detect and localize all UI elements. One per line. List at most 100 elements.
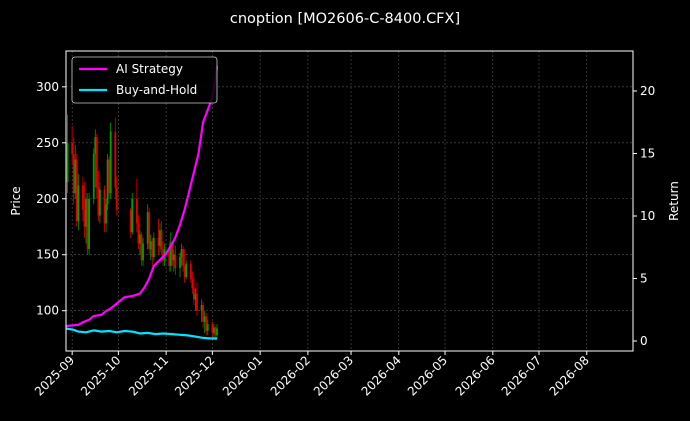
candle-body [211, 324, 214, 334]
candle [216, 324, 218, 338]
candle [72, 137, 75, 205]
price-tick-label: 200 [36, 192, 59, 206]
candle [85, 193, 87, 244]
candle-body [71, 142, 74, 154]
candle-body [148, 212, 151, 250]
date-tick-label: 2026-06 [453, 353, 498, 398]
candle [185, 260, 188, 280]
candle-body [160, 230, 163, 250]
return-series [65, 65, 219, 340]
grid-lines [66, 51, 633, 351]
date-tick-label: 2026-07 [499, 353, 544, 398]
price-tick-label: 150 [36, 248, 59, 262]
candle [86, 193, 89, 255]
candle-body [105, 204, 107, 224]
return-tick-label: 5 [640, 272, 648, 286]
candle-body [131, 198, 134, 233]
candle-body [191, 279, 194, 289]
candle [189, 260, 192, 283]
candle [152, 232, 155, 261]
candle [109, 122, 112, 199]
legend-label: AI Strategy [116, 62, 183, 76]
price-tick-label: 300 [36, 80, 59, 94]
candle-body [97, 187, 100, 216]
candle [157, 218, 160, 255]
legend-box [71, 56, 218, 104]
candle-body [140, 234, 143, 261]
candle-body [174, 254, 177, 269]
candle [77, 174, 80, 231]
candle [66, 114, 69, 194]
candle-body [95, 137, 98, 188]
return-axis-title: Return [667, 181, 681, 221]
candle-body [157, 237, 160, 246]
date-tick-label: 2025-09 [32, 353, 77, 398]
return-axis: 0 5 10 15 20 [633, 84, 655, 348]
candle-body [216, 328, 218, 336]
candle-body [203, 316, 206, 322]
date-tick-label: 2026-03 [311, 353, 356, 398]
candle [159, 223, 161, 253]
candle-body [162, 249, 164, 261]
candle-body [171, 243, 174, 261]
series-line-ai-strategy [65, 65, 219, 328]
candle-body [86, 198, 89, 250]
candle-body [152, 237, 155, 257]
candle [115, 176, 118, 216]
candle [206, 319, 209, 336]
candle-body [180, 249, 183, 257]
return-tick-label: 0 [640, 334, 648, 348]
return-tick-label: 10 [640, 209, 655, 223]
candle-body [85, 198, 87, 227]
legend-label: Buy-and-Hold [116, 83, 197, 97]
candle [146, 204, 149, 250]
candle-body [66, 142, 69, 182]
candle [192, 277, 195, 306]
price-tick-label: 250 [36, 136, 59, 150]
candle-body [106, 159, 109, 205]
candle [214, 326, 217, 339]
candle [92, 148, 95, 205]
candle [205, 312, 208, 336]
candle-body [129, 209, 132, 233]
candle [202, 301, 205, 328]
candle [82, 176, 84, 222]
candle [137, 215, 140, 250]
candle [179, 252, 181, 278]
candle-body [103, 189, 106, 224]
candle-body [109, 131, 112, 194]
candle [191, 271, 194, 294]
candle-body [115, 187, 118, 210]
candle [174, 245, 177, 275]
return-tick-label: 20 [640, 84, 655, 98]
date-tick-label: 2026-02 [268, 353, 313, 398]
date-tick-label: 2026-04 [359, 353, 404, 398]
date-tick-label: 2025-11 [126, 353, 171, 398]
candle-body [196, 293, 198, 311]
date-axis: 2025-09 2025-10 2025-11 2025-12 2026-01 2026-… [32, 351, 592, 399]
candle-body [214, 327, 217, 336]
candle [71, 126, 74, 166]
candle [183, 249, 186, 283]
candle-body [83, 209, 86, 227]
candle-body [183, 265, 186, 278]
candle [75, 153, 78, 227]
candle-body [74, 159, 77, 194]
candle-body [72, 153, 75, 194]
series-line-buy-and-hold [65, 327, 217, 340]
candle [203, 310, 206, 334]
candle-body [189, 263, 192, 280]
candle-body [137, 223, 140, 244]
candle-body [146, 212, 149, 244]
candle [160, 221, 163, 255]
candle-body [114, 131, 117, 188]
candle [196, 282, 198, 317]
date-tick-label: 2025-12 [172, 353, 217, 398]
candle [213, 324, 215, 338]
candle-body [139, 234, 141, 244]
candle [106, 153, 109, 210]
date-tick-label: 2026-08 [547, 353, 592, 398]
candle-body [135, 198, 138, 224]
price-tick-label: 100 [36, 304, 59, 318]
